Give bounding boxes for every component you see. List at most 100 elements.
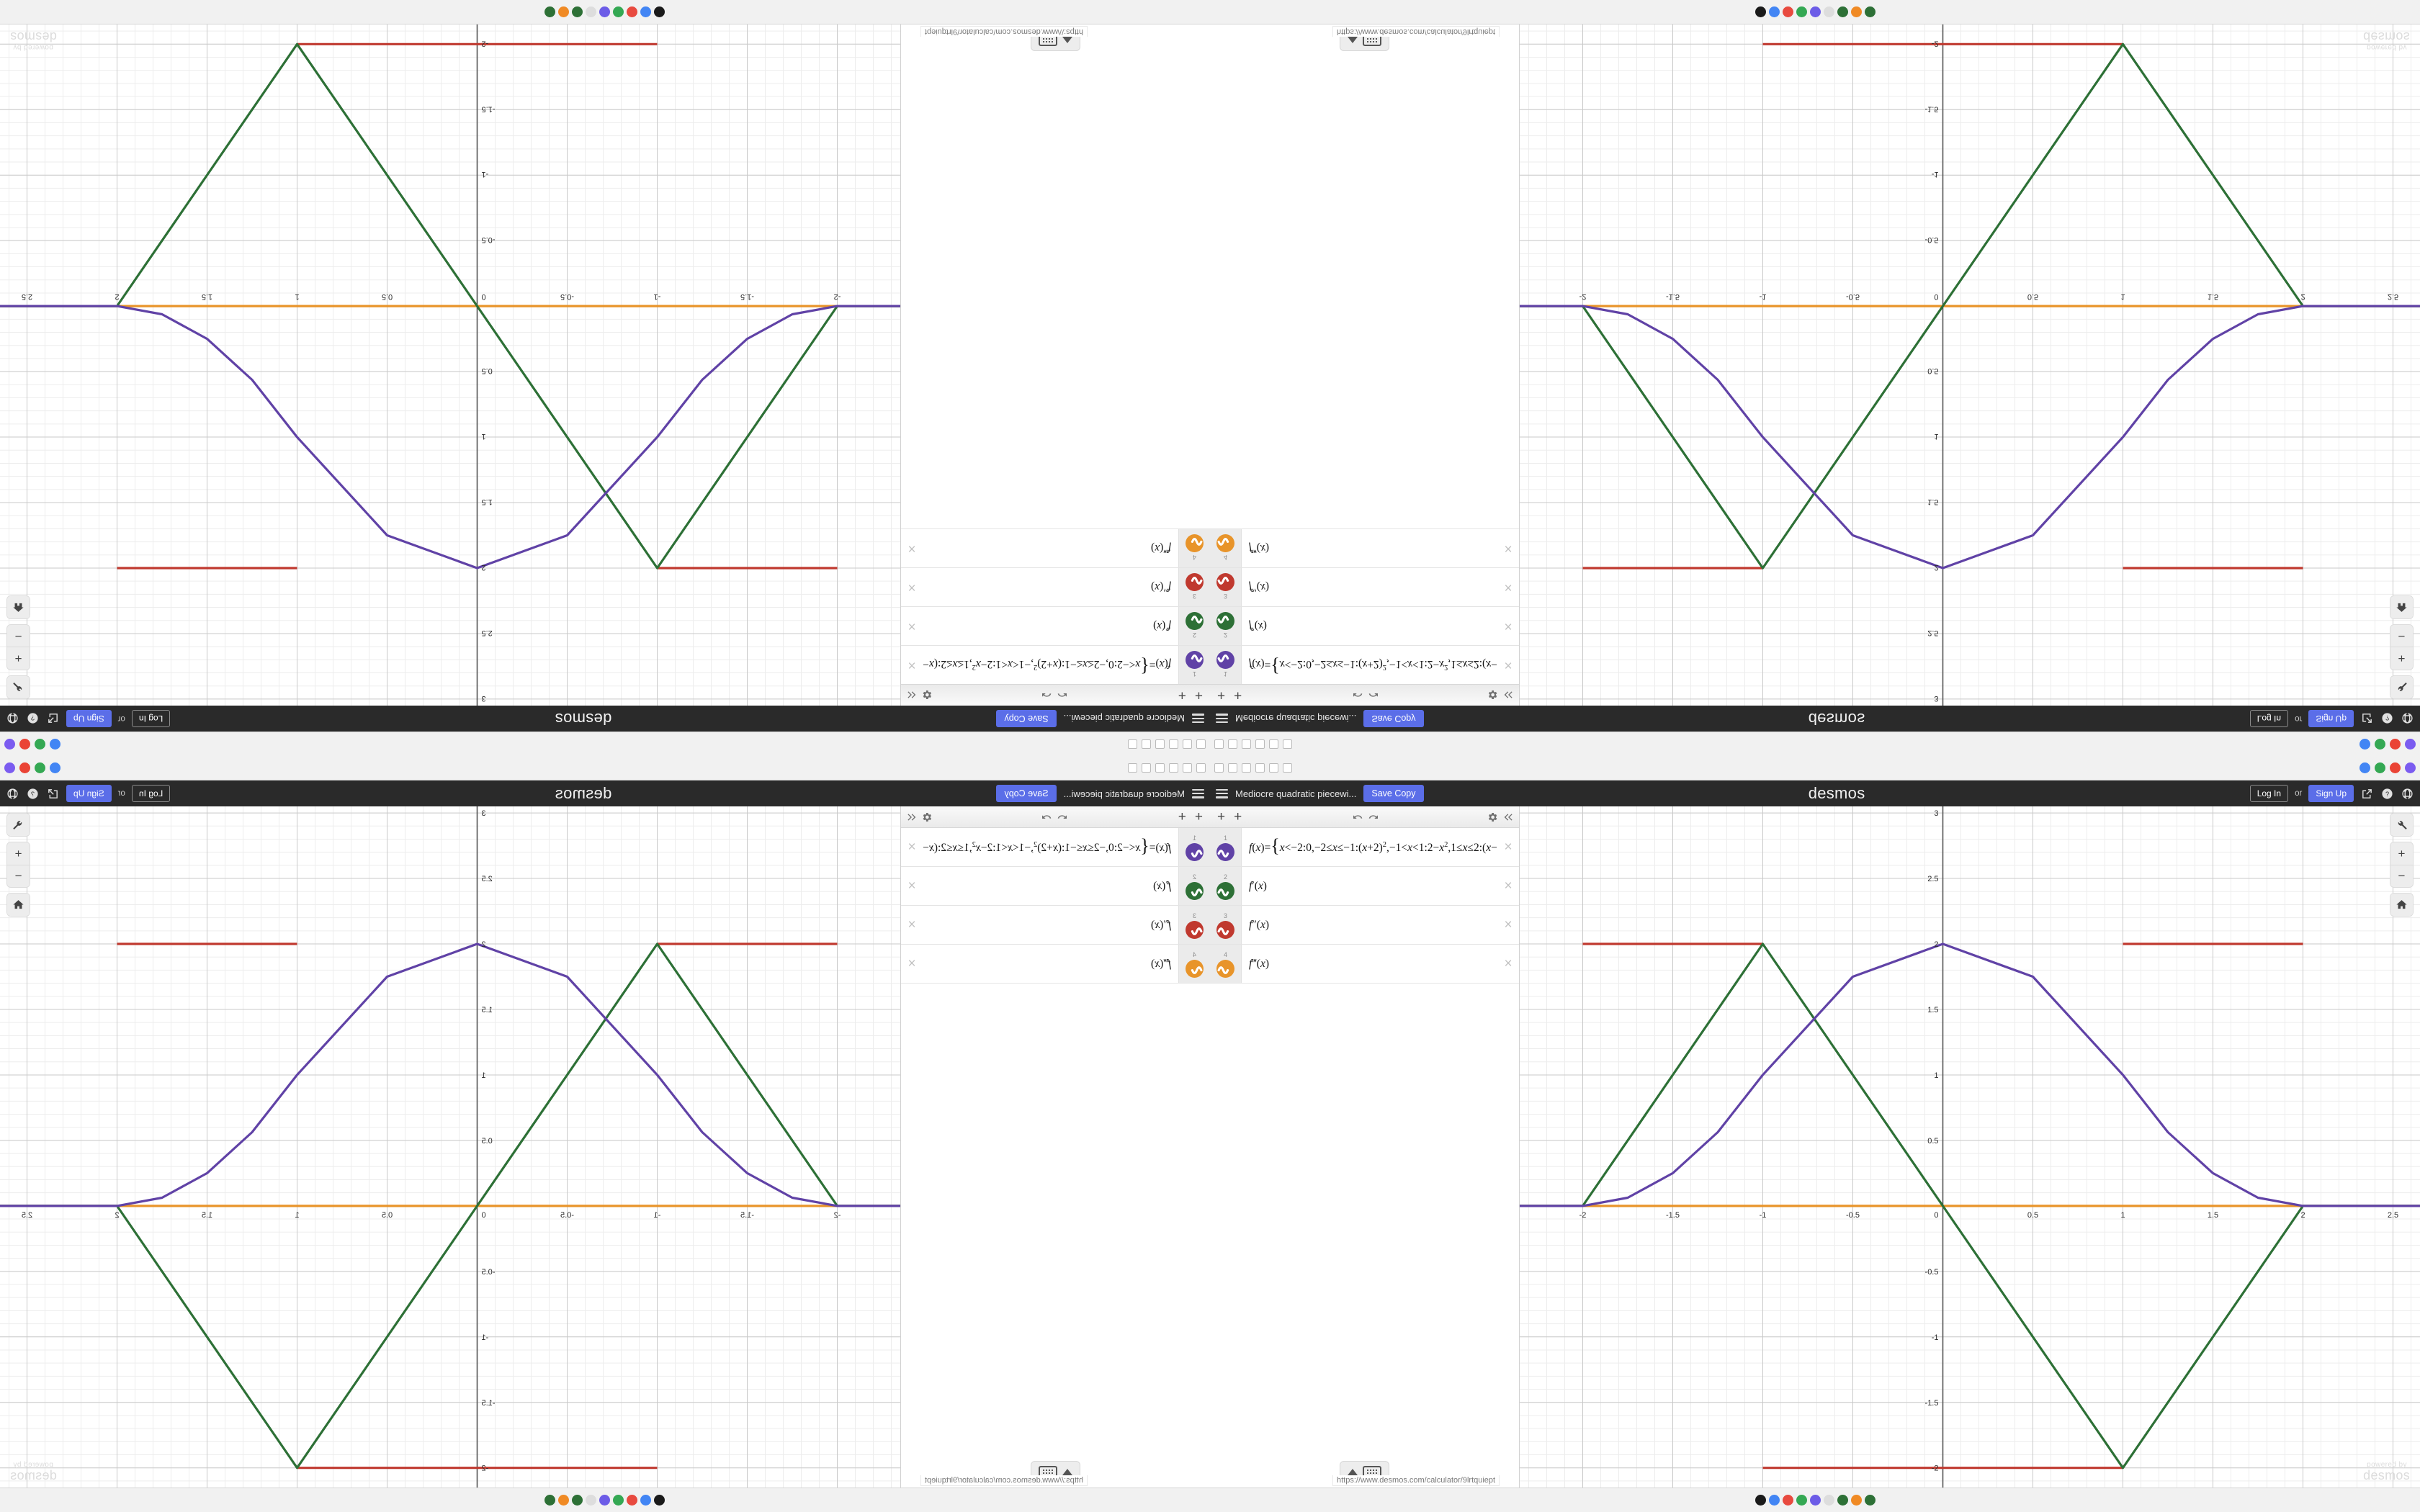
curve-color-swatch[interactable] [1216,534,1234,553]
extension-icon[interactable] [35,762,45,773]
expression-row[interactable]: 4 f‴(x) × [901,945,1210,984]
taskbar-app-icon[interactable] [627,6,638,17]
row-gutter[interactable]: 4 [1210,529,1242,567]
extension-icon[interactable] [2375,739,2385,750]
taskbar-app-icon[interactable] [1850,6,1862,17]
zoom-out-icon[interactable]: − [7,625,30,647]
delete-expression-button[interactable]: × [908,839,916,855]
expression-math[interactable]: f″(x) [1249,918,1269,931]
expression-row[interactable]: 3 f″(x) × [1210,906,1519,945]
add-expression-button[interactable]: + [1217,809,1226,824]
bookmark-button[interactable] [1269,763,1278,773]
delete-expression-button[interactable]: × [908,618,916,634]
add-item-button[interactable]: + [1178,809,1186,824]
expression-math[interactable]: f′(x) [1249,620,1267,633]
taskbar-app-icon[interactable] [544,6,556,17]
taskbar-app-icon[interactable] [586,6,597,17]
extension-icon[interactable] [2390,762,2401,773]
extension-icon[interactable] [2375,762,2385,773]
expression-math[interactable]: f″(x) [1151,918,1171,931]
curve-color-swatch[interactable] [1186,881,1204,900]
save-copy-button[interactable]: Save Copy [1363,785,1424,802]
wrench-icon[interactable] [2390,676,2413,698]
share-icon[interactable] [2360,712,2374,726]
taskbar-app-icon[interactable] [1864,1495,1876,1506]
delete-expression-button[interactable]: × [908,917,916,932]
collapse-panel-icon[interactable] [1502,690,1514,701]
delete-expression-button[interactable]: × [1504,618,1512,634]
curve-color-swatch[interactable] [1216,612,1234,631]
expression-math[interactable]: f‴(x) [1249,957,1269,970]
back-button[interactable] [1196,763,1206,773]
expression-math[interactable]: f(x)={x<−2:0,−2≤x≤−1:(x+2)2,−1<x<1:2−x2,… [1249,835,1497,856]
taskbar[interactable] [0,0,1210,24]
help-icon[interactable]: ? [26,787,40,801]
save-copy-button[interactable]: Save Copy [996,785,1057,802]
reload-button[interactable] [1242,739,1251,749]
row-gutter[interactable]: 3 [1210,906,1242,944]
collapse-panel-icon[interactable] [1502,811,1514,823]
curve-color-swatch[interactable] [1186,612,1204,631]
save-copy-button[interactable]: Save Copy [1363,710,1424,727]
browser-toolbar[interactable] [1210,756,2420,780]
home-button[interactable] [1255,739,1265,749]
delete-expression-button[interactable]: × [1504,580,1512,595]
expression-row[interactable]: 4 f‴(x) × [1210,945,1519,984]
home-button[interactable] [1255,763,1265,773]
undo-icon[interactable] [1352,690,1363,701]
wrench-icon[interactable] [2390,814,2413,836]
taskbar-app-icon[interactable] [627,1495,638,1506]
bookmark-button[interactable] [1142,763,1151,773]
taskbar-app-icon[interactable] [1796,1495,1807,1506]
row-gutter[interactable]: 1 [1178,646,1210,684]
gear-icon[interactable] [922,811,933,823]
expression-math[interactable]: f‴(x) [1151,542,1171,555]
expression-row[interactable]: 2 f′(x) × [901,606,1210,645]
taskbar-app-icon[interactable] [1754,1495,1766,1506]
row-gutter[interactable]: 3 [1178,906,1210,944]
expression-row[interactable]: 1 f(x)={x<−2:0,−2≤x≤−1:(x+2)2,−1<x<1:2−x… [1210,645,1519,684]
extension-icon[interactable] [2360,762,2370,773]
home-icon[interactable] [7,894,30,916]
taskbar-app-icon[interactable] [1823,1495,1834,1506]
language-globe-icon[interactable] [6,787,19,801]
expression-math[interactable]: f(x)={x<−2:0,−2≤x≤−1:(x+2)2,−1<x<1:2−x2,… [923,835,1171,856]
graph-title[interactable]: Mediocre quadratic piecewi... [1235,713,1357,724]
bookmark-button[interactable] [1142,739,1151,749]
browser-toolbar[interactable] [0,732,1210,756]
row-gutter[interactable]: 1 [1210,646,1242,684]
taskbar-app-icon[interactable] [1837,1495,1848,1506]
delete-expression-button[interactable]: × [908,541,916,557]
undo-icon[interactable] [1057,690,1068,701]
graph-canvas[interactable]: -2 -1.5 -1 -0.5 0.5 1 1.5 2 2.5 -2 -1.5 -1 -0.5 0.5 1 1… [1520,24,2420,706]
back-button[interactable] [1214,763,1224,773]
gear-icon[interactable] [1487,690,1498,701]
add-expression-button[interactable]: + [1194,809,1203,824]
taskbar-app-icon[interactable] [1768,6,1780,17]
language-globe-icon[interactable] [6,712,19,726]
collapse-panel-icon[interactable] [906,690,918,701]
bookmark-button[interactable] [1269,739,1278,749]
delete-expression-button[interactable]: × [1504,839,1512,855]
share-icon[interactable] [2360,787,2374,801]
help-icon[interactable]: ? [2380,712,2394,726]
home-icon[interactable] [2390,596,2413,618]
add-expression-button[interactable]: + [1217,688,1226,703]
extension-icon[interactable] [2360,739,2370,750]
browser-toolbar[interactable] [1210,732,2420,756]
row-gutter[interactable]: 1 [1178,828,1210,866]
row-gutter[interactable]: 4 [1178,945,1210,983]
hamburger-icon[interactable] [1216,714,1228,724]
curve-color-swatch[interactable] [1216,920,1234,939]
taskbar-app-icon[interactable] [558,6,570,17]
redo-icon[interactable] [1368,690,1379,701]
address-bar[interactable] [1283,763,1292,773]
curve-color-swatch[interactable] [1216,881,1234,900]
taskbar-app-icon[interactable] [1864,6,1876,17]
share-icon[interactable] [46,712,60,726]
expression-math[interactable]: f′(x) [1249,879,1267,892]
taskbar[interactable] [1210,0,2420,24]
curve-color-swatch[interactable] [1186,842,1204,861]
share-icon[interactable] [46,787,60,801]
curve-color-swatch[interactable] [1186,959,1204,978]
